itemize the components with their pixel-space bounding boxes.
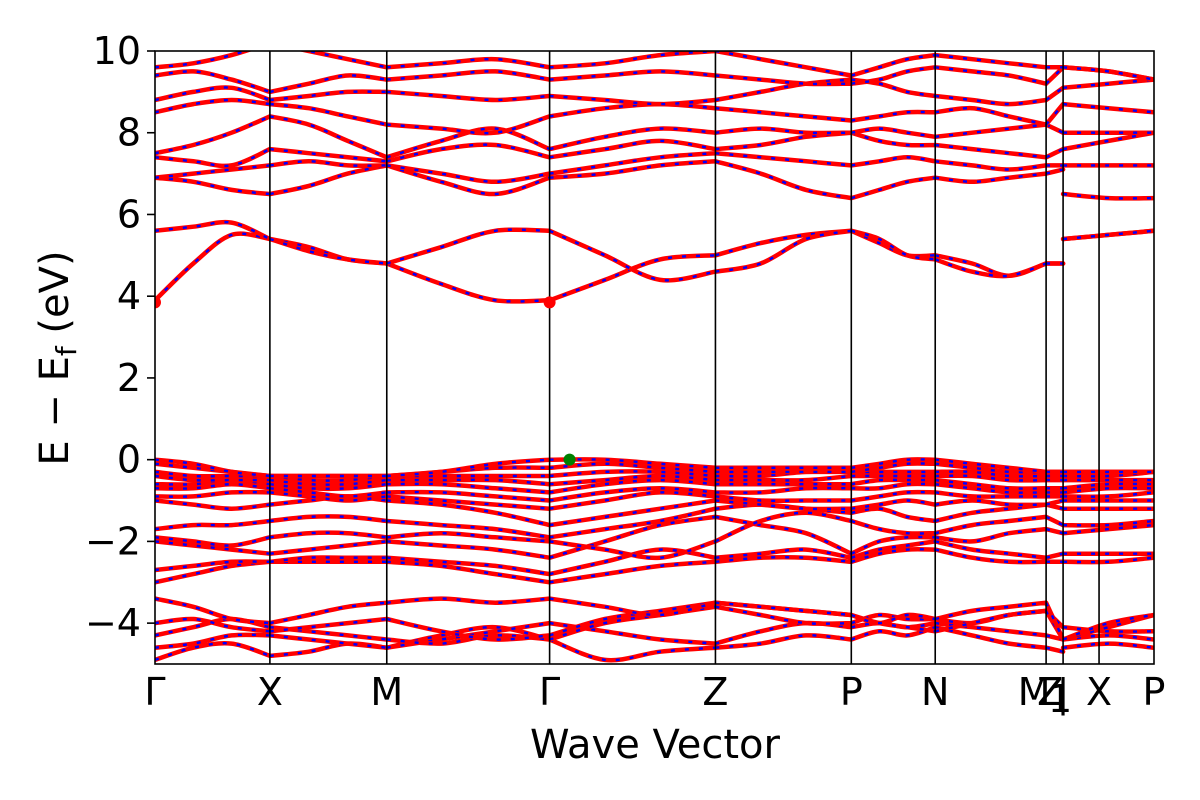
y-tick-label: −2 bbox=[85, 519, 141, 563]
x-tick-label: Z bbox=[702, 670, 728, 714]
band-line bbox=[155, 219, 1154, 283]
band-overlay-line bbox=[155, 152, 1154, 184]
band-19 bbox=[155, 228, 1154, 304]
band-21 bbox=[155, 159, 1154, 201]
band-7 bbox=[155, 539, 1154, 577]
x-tick-label: X bbox=[257, 670, 283, 714]
band-28 bbox=[155, 51, 1154, 82]
band-overlay-line bbox=[155, 470, 1154, 482]
conduction-band-minimum-marker bbox=[155, 296, 161, 309]
band-overlay-line bbox=[155, 503, 1154, 539]
band-8 bbox=[155, 514, 1154, 560]
band-9 bbox=[155, 510, 1154, 561]
x-tick-label: Z bbox=[1037, 670, 1063, 714]
x-tick-label: M bbox=[1018, 670, 1051, 714]
x-tick-label: M bbox=[370, 670, 403, 714]
y-tick-label: 4 bbox=[117, 274, 141, 318]
x-axis-ticks: Γ X M Γ Z P N MZ1| X P bbox=[144, 670, 1165, 721]
band-22 bbox=[155, 150, 1154, 185]
band-18 bbox=[155, 457, 1154, 479]
band-23 bbox=[155, 130, 1154, 169]
x-axis-title: Wave Vector bbox=[530, 722, 781, 768]
band-overlay-line bbox=[155, 511, 1154, 560]
band-overlay-line bbox=[155, 78, 1154, 106]
x-tick-label: Γ bbox=[144, 670, 165, 714]
band-line bbox=[155, 596, 1154, 642]
y-axis-title-unit: (eV) bbox=[32, 250, 78, 346]
y-tick-label: −4 bbox=[85, 601, 141, 645]
band-13 bbox=[155, 481, 1154, 503]
band-overlay-line bbox=[155, 131, 1154, 168]
plot-frame bbox=[154, 50, 1155, 665]
band-overlay-line bbox=[155, 229, 1154, 303]
x-tick-label: P bbox=[840, 670, 863, 714]
x-tick-label: | bbox=[1057, 671, 1070, 716]
band-26 bbox=[155, 77, 1154, 107]
band-24 bbox=[155, 114, 1154, 160]
band-overlay-line bbox=[155, 98, 1154, 135]
band-overlay-line bbox=[155, 625, 1154, 662]
band-overlay-line bbox=[155, 548, 1154, 584]
band-25 bbox=[155, 97, 1154, 136]
x-tick-label: 1 bbox=[1048, 677, 1072, 721]
bands-layer bbox=[155, 51, 1154, 663]
band-overlay-line bbox=[155, 482, 1154, 502]
band-overlay-line bbox=[155, 474, 1154, 486]
band-overlay-line bbox=[155, 597, 1154, 641]
band-overlay-line bbox=[155, 458, 1154, 478]
y-tick-label: 8 bbox=[117, 111, 141, 155]
band-overlay-line bbox=[155, 220, 1154, 282]
band-20 bbox=[155, 219, 1154, 283]
y-tick-label: 0 bbox=[117, 438, 141, 482]
band-15 bbox=[155, 473, 1154, 487]
y-axis-title: E − Ef (eV) bbox=[32, 250, 83, 465]
valence-band-maximum-marker bbox=[563, 453, 576, 466]
x-tick-label: P bbox=[1143, 670, 1166, 714]
x-tick-label: N bbox=[921, 670, 949, 714]
y-tick-label: 6 bbox=[117, 192, 141, 236]
y-axis-title-subscript: f bbox=[50, 345, 83, 356]
kpoint-lines bbox=[269, 51, 1100, 664]
conduction-band-minimum-marker bbox=[543, 296, 556, 309]
band-line bbox=[155, 159, 1154, 201]
band-line bbox=[155, 65, 1154, 95]
band-overlay-line bbox=[155, 515, 1154, 559]
band-line bbox=[155, 228, 1154, 304]
band-overlay-line bbox=[155, 51, 1154, 81]
x-tick-label: X bbox=[1086, 670, 1112, 714]
extrema-points bbox=[155, 296, 576, 466]
y-tick-label: 2 bbox=[117, 356, 141, 400]
band-overlay-line bbox=[155, 160, 1154, 200]
x-tick-label: Γ bbox=[539, 670, 560, 714]
y-tick-label: 10 bbox=[93, 29, 141, 73]
band-1 bbox=[155, 624, 1154, 663]
y-axis-ticks: −4 −2 0 2 4 6 8 10 bbox=[85, 29, 155, 645]
band-overlay-line bbox=[155, 490, 1154, 510]
band-6 bbox=[155, 547, 1154, 585]
band-27 bbox=[155, 65, 1154, 95]
band-5 bbox=[155, 596, 1154, 642]
band-12 bbox=[155, 489, 1154, 511]
